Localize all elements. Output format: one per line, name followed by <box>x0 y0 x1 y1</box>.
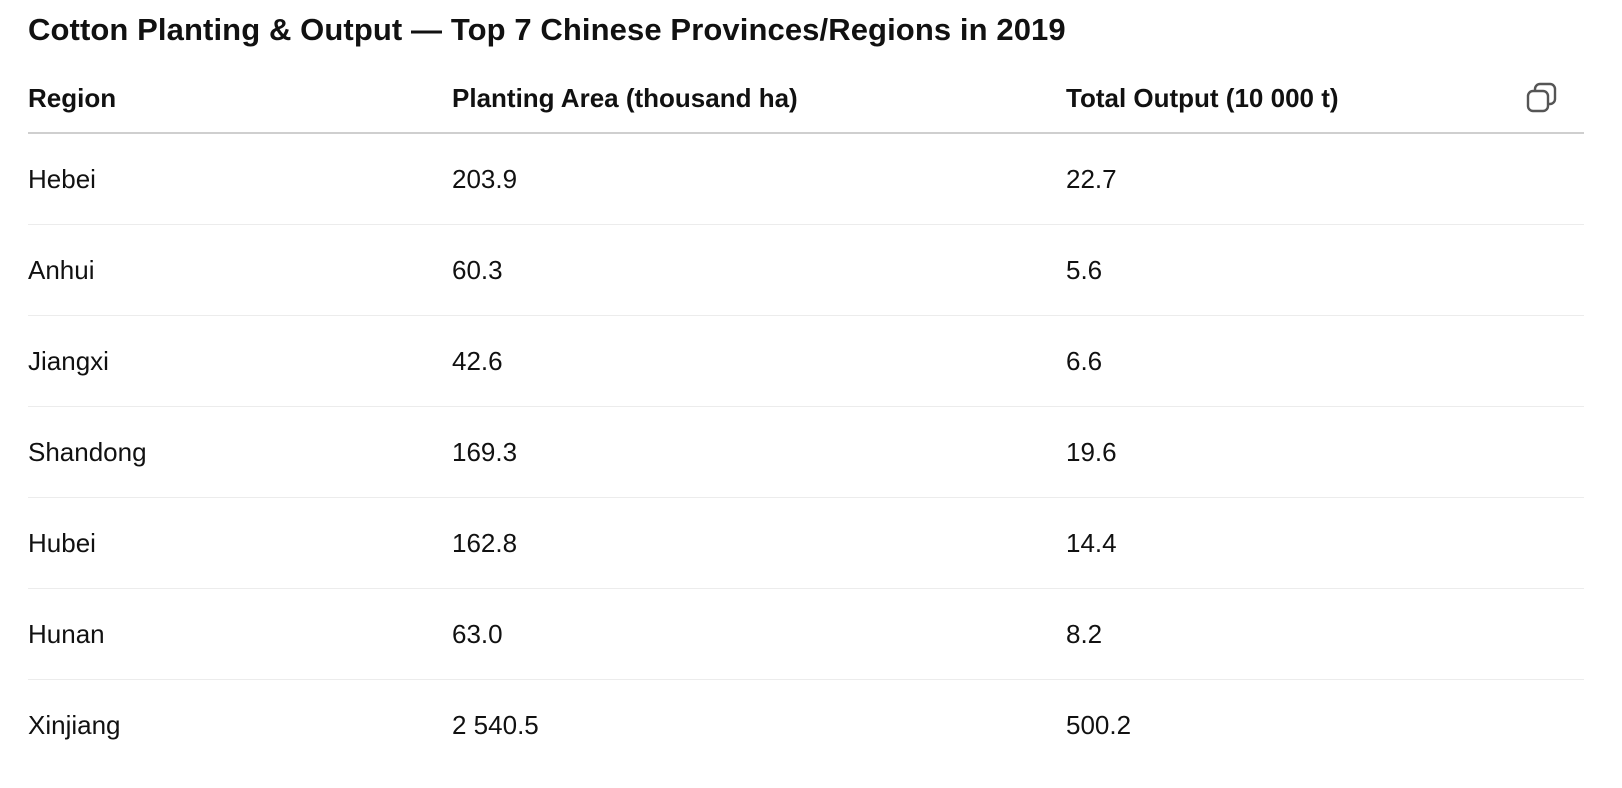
table-row: Xinjiang 2 540.5 500.2 <box>28 680 1584 771</box>
cell-region: Hubei <box>28 497 452 589</box>
cell-region: Xinjiang <box>28 709 121 740</box>
page-title: Cotton Planting & Output — Top 7 Chinese… <box>28 12 1066 47</box>
cell-planting-area: 162.8 <box>452 497 1066 589</box>
cell-planting-area: 60.3 <box>452 224 1066 316</box>
cell-planting-area: 63.0 <box>452 588 1066 680</box>
cell-planting-area: 203.9 <box>452 133 1066 225</box>
table-row: Shandong 169.3 19.6 <box>28 406 1584 498</box>
cell-total-output: 6.6 <box>1066 315 1584 407</box>
cell-planting-area: 2 540.5 <box>452 709 539 740</box>
cell-planting-area: 169.3 <box>452 406 1066 498</box>
cell-total-output: 19.6 <box>1066 406 1584 498</box>
data-table-container: Region Planting Area (thousand ha) Total… <box>28 64 1584 770</box>
table-row: Hebei 203.9 22.7 <box>28 133 1584 225</box>
cell-planting-area: 42.6 <box>452 315 1066 407</box>
cell-region: Shandong <box>28 406 452 498</box>
column-header-planting-area: Planting Area (thousand ha) <box>452 64 1066 134</box>
cell-total-output: 22.7 <box>1066 133 1584 225</box>
cell-region: Anhui <box>28 224 452 316</box>
table-row: Hunan 63.0 8.2 <box>28 588 1584 680</box>
table-row: Anhui 60.3 5.6 <box>28 224 1584 316</box>
data-table: Region Planting Area (thousand ha) Total… <box>28 64 1584 770</box>
cell-total-output: 5.6 <box>1066 224 1584 316</box>
cell-total-output: 14.4 <box>1066 497 1584 589</box>
cell-total-output: 500.2 <box>1066 709 1132 740</box>
cell-region: Hunan <box>28 588 452 680</box>
column-header-total-output: Total Output (10 000 t) <box>1066 64 1584 134</box>
table-row: Jiangxi 42.6 6.6 <box>28 315 1584 407</box>
cell-region: Hebei <box>28 133 452 225</box>
table-header-row: Region Planting Area (thousand ha) Total… <box>28 64 1584 134</box>
column-header-region: Region <box>28 64 452 134</box>
table-row: Hubei 162.8 14.4 <box>28 497 1584 589</box>
cell-total-output: 8.2 <box>1066 588 1584 680</box>
cell-region: Jiangxi <box>28 315 452 407</box>
